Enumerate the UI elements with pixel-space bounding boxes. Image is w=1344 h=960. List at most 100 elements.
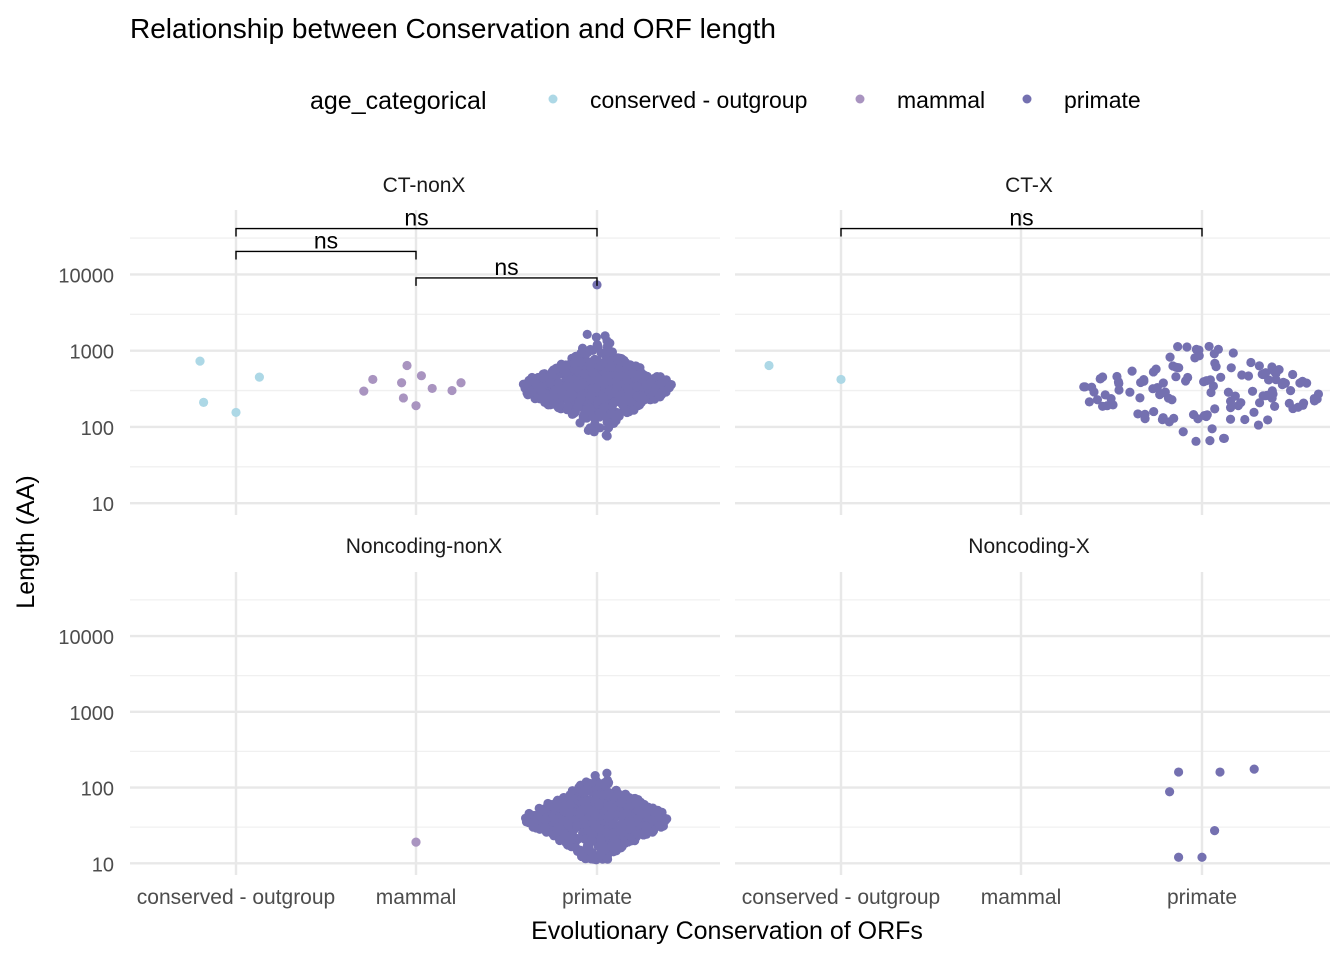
data-point-primate	[633, 814, 643, 824]
data-point-primate	[549, 399, 559, 409]
data-point-mammal	[411, 837, 421, 847]
data-point-primate	[1309, 393, 1319, 404]
data-point-primate	[620, 838, 630, 848]
data-point-primate	[1207, 424, 1217, 434]
significance-label: ns	[494, 254, 518, 280]
data-point-primate	[1148, 367, 1159, 377]
data-point-mammal	[402, 360, 412, 371]
data-point-primate	[538, 373, 548, 383]
facet-ct-nonx: CT-nonX 10 100 1000 10000 ns ns ns	[58, 174, 720, 516]
data-point-primate	[601, 430, 611, 440]
legend-title: age_categorical	[310, 87, 487, 115]
data-point-primate	[1080, 382, 1090, 392]
data-point-primate	[596, 835, 606, 845]
data-point-primate	[603, 813, 613, 823]
data-point-primate	[1178, 427, 1188, 437]
data-point-primate	[1127, 366, 1137, 376]
data-point-primate	[640, 395, 650, 405]
data-point-primate	[576, 394, 586, 404]
data-point-primate	[557, 386, 567, 397]
data-point-conserved-outgroup	[836, 374, 846, 385]
data-point-mammal	[397, 378, 407, 388]
data-point-primate	[552, 800, 563, 810]
data-point-primate	[1100, 390, 1110, 400]
data-point-primate	[611, 377, 621, 387]
data-point-mammal	[416, 371, 426, 381]
data-point-primate	[647, 815, 657, 825]
x-axis-label: Evolutionary Conservation of ORFs	[531, 917, 923, 945]
data-point-primate	[552, 826, 562, 837]
data-point-mammal	[359, 386, 369, 396]
data-point-primate	[613, 788, 623, 799]
significance-label: ns	[1009, 205, 1033, 231]
data-point-primate	[535, 806, 546, 816]
data-point-primate	[602, 340, 613, 351]
legend-entry-conserved-outgroup: conserved - outgroup	[548, 87, 807, 113]
data-point-primate	[623, 384, 633, 394]
data-point-primate	[587, 835, 597, 845]
data-point-primate	[563, 401, 573, 411]
x-tick-label: primate	[562, 886, 632, 909]
data-point-mammal	[368, 374, 378, 385]
data-point-primate	[591, 332, 601, 342]
data-point-primate	[1223, 387, 1233, 397]
x-tick-label: conserved - outgroup	[137, 886, 335, 909]
data-point-primate	[577, 343, 588, 353]
data-point-primate	[579, 369, 590, 379]
data-point-primate	[579, 815, 589, 825]
data-point-primate	[1199, 377, 1209, 387]
data-point-primate	[1219, 433, 1229, 444]
data-point-primate	[1152, 383, 1162, 393]
data-point-primate	[1271, 368, 1281, 379]
data-point-primate	[560, 800, 570, 811]
data-point-primate	[607, 409, 617, 419]
data-point-conserved-outgroup	[199, 397, 209, 407]
data-point-primate	[1209, 349, 1219, 359]
legend-key-primate	[1022, 94, 1032, 104]
data-point-primate	[651, 808, 662, 818]
data-point-primate	[655, 372, 665, 382]
data-point-primate	[1237, 370, 1247, 380]
data-point-primate	[1261, 368, 1271, 378]
data-point-primate	[585, 357, 595, 367]
data-point-primate	[549, 814, 559, 824]
data-point-primate	[1174, 852, 1184, 862]
data-point-primate	[1168, 361, 1178, 371]
data-point-primate	[633, 829, 643, 840]
data-point-primate	[1253, 420, 1264, 430]
x-tick-label: primate	[1167, 886, 1237, 909]
data-point-primate	[573, 402, 583, 412]
data-point-primate	[660, 816, 670, 826]
facet-strip-label: Noncoding-X	[968, 535, 1089, 558]
data-point-primate	[1197, 852, 1207, 862]
data-point-primate	[1173, 341, 1183, 352]
y-tick-label: 10000	[58, 265, 114, 287]
legend-key-conserved-outgroup	[548, 94, 558, 104]
data-point-primate	[1270, 401, 1280, 411]
data-point-primate	[1092, 395, 1103, 405]
data-point-primate	[586, 391, 596, 401]
data-point-primate	[1087, 382, 1097, 392]
data-point-primate	[656, 379, 666, 389]
data-point-primate	[543, 798, 553, 809]
data-point-primate	[594, 800, 604, 810]
data-point-primate	[1165, 787, 1175, 797]
data-point-primate	[608, 819, 618, 829]
data-point-primate	[1174, 767, 1184, 777]
data-point-primate	[1133, 409, 1143, 419]
data-point-primate	[545, 377, 555, 388]
data-point-primate	[600, 777, 610, 788]
data-point-primate	[625, 823, 635, 834]
data-point-primate	[594, 824, 605, 834]
data-point-primate	[632, 382, 642, 392]
data-point-primate	[598, 374, 608, 385]
data-point-primate	[1210, 358, 1220, 368]
data-point-primate	[602, 854, 613, 864]
data-point-primate	[1084, 397, 1094, 407]
y-tick-label: 10000	[58, 627, 114, 649]
data-point-primate	[574, 833, 584, 844]
data-point-primate	[1246, 357, 1256, 368]
data-point-primate	[540, 814, 550, 825]
data-point-primate	[1240, 414, 1250, 425]
data-point-primate	[605, 361, 616, 372]
